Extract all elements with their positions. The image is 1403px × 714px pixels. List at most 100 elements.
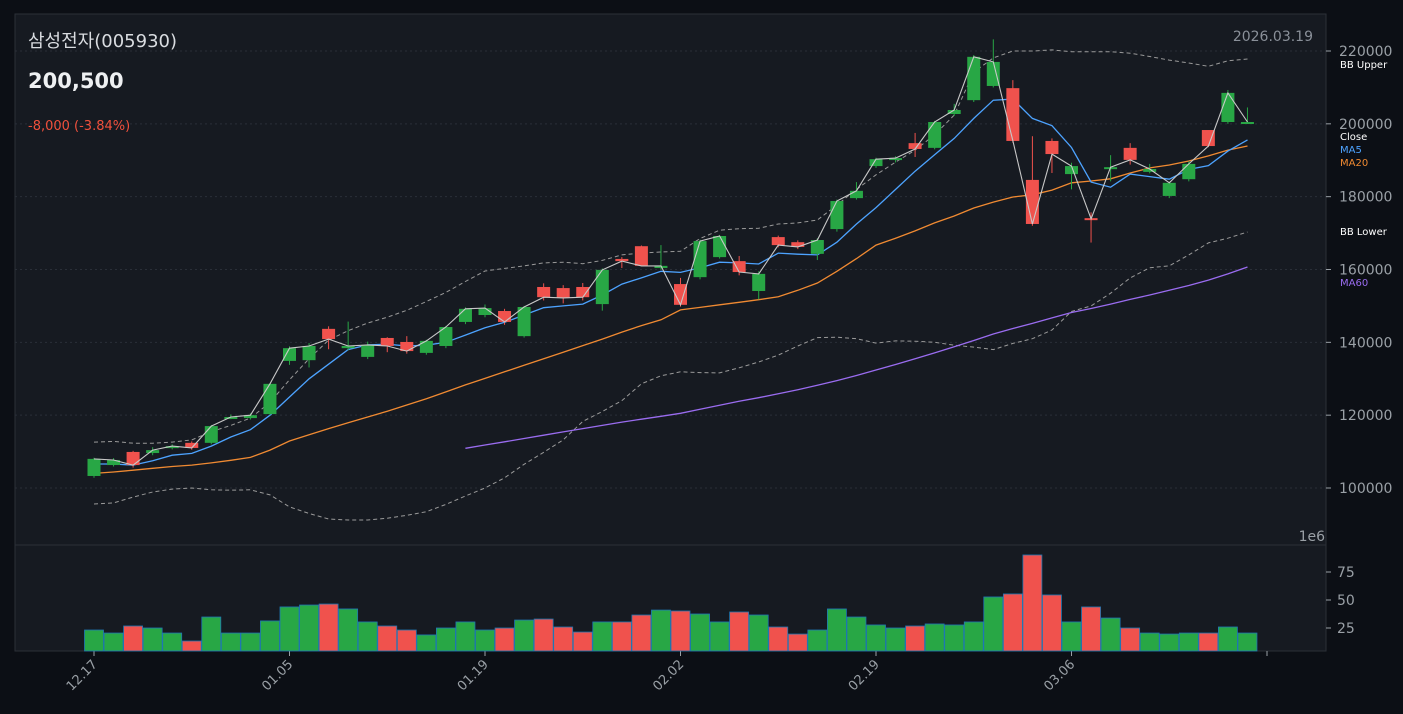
candle-down: [615, 258, 629, 262]
y-tick-label: 220000: [1339, 44, 1392, 60]
volume-bar: [260, 620, 280, 652]
volume-bar: [377, 625, 398, 652]
volume-bar: [455, 621, 476, 652]
candle-up: [595, 269, 609, 305]
legend-label-bb_upper: BB Upper: [1340, 60, 1388, 71]
ma20-line: [93, 145, 1248, 475]
y-tick-label: 140000: [1339, 335, 1392, 351]
volume-y-tick-label: 50: [1337, 593, 1355, 609]
volume-bar: [299, 604, 319, 652]
volume-bar: [866, 624, 886, 652]
candle-up: [517, 307, 531, 337]
bb-upper-line: [93, 49, 1248, 444]
volume-bar: [1218, 626, 1238, 652]
candle-down: [537, 286, 551, 298]
candle-down: [771, 237, 785, 246]
candle-up: [849, 190, 863, 199]
volume-bar: [572, 631, 593, 652]
y-tick-label: 160000: [1339, 263, 1392, 279]
candle-up: [1162, 182, 1176, 196]
y-tick-label: 180000: [1339, 190, 1392, 206]
volume-bar: [748, 614, 769, 652]
candle-up: [204, 426, 218, 443]
volume-bar: [279, 606, 300, 652]
volume-bar: [1139, 632, 1160, 652]
candle-down: [400, 341, 414, 352]
ma5-line: [94, 98, 1248, 466]
volume-bar: [885, 627, 906, 652]
volume-bar: [142, 627, 163, 652]
volume-bar: [181, 640, 202, 652]
volume-bar: [553, 626, 574, 652]
volume-bar: [944, 624, 965, 652]
candle-down: [1045, 140, 1059, 155]
candle-down: [1123, 147, 1137, 160]
volume-bar: [1159, 633, 1180, 652]
candle-up: [752, 273, 766, 291]
volume-bar: [1061, 621, 1082, 652]
legend-label-ma20: MA20: [1340, 158, 1368, 169]
volume-bar: [729, 611, 750, 652]
candle-up: [302, 345, 316, 361]
x-tick-label: 01.19: [455, 657, 492, 694]
volume-bar: [787, 633, 808, 652]
y-tick-label: 200000: [1339, 117, 1392, 133]
candle-up: [947, 109, 961, 115]
candle-up: [869, 159, 883, 167]
volume-y-tick-label: 25: [1337, 621, 1355, 637]
candle-up: [693, 241, 707, 278]
volume-unit-label: 1e6: [1299, 529, 1326, 545]
volume-bar: [1022, 554, 1043, 652]
y-tick-label: 120000: [1339, 408, 1392, 424]
candle-down: [1006, 88, 1020, 141]
volume-bar: [1042, 594, 1062, 652]
volume-bar: [846, 616, 867, 652]
volume-bar: [162, 632, 183, 652]
candle-up: [830, 201, 844, 230]
volume-bar: [670, 610, 691, 652]
volume-bar: [416, 634, 437, 652]
volume-bars: [84, 554, 1258, 652]
candle-up: [439, 327, 453, 346]
price-change: -8,000 (-3.84%): [28, 119, 131, 134]
candle-up: [107, 459, 121, 466]
candle-up: [1065, 166, 1078, 175]
volume-bar: [827, 608, 847, 652]
volume-bar: [357, 621, 378, 652]
candle-up: [341, 345, 355, 349]
x-tick-label: 02.02: [650, 657, 687, 694]
volume-bar: [768, 626, 789, 652]
chart-date: 2026.03.19: [1232, 29, 1313, 45]
y-tick-label: 100000: [1339, 481, 1392, 497]
candle-up: [263, 383, 277, 415]
candle-down: [322, 328, 336, 340]
volume-bar: [103, 632, 124, 652]
volume-bar: [1100, 617, 1121, 652]
volume-bar: [240, 632, 261, 652]
candle-down: [791, 242, 805, 247]
candle-up: [1240, 122, 1254, 125]
x-tick-label: 01.05: [259, 657, 296, 694]
volume-bar: [631, 614, 652, 652]
candle-up: [361, 344, 375, 357]
volume-bar: [807, 629, 828, 652]
price-panel: [14, 13, 1327, 546]
volume-bar: [1120, 627, 1141, 652]
volume-bar: [905, 625, 925, 652]
legend-label-ma5: MA5: [1340, 145, 1362, 156]
candle-down: [380, 337, 394, 346]
candle-down: [185, 442, 199, 448]
candle-up: [889, 158, 903, 161]
stock-title: 삼성전자(005930): [28, 31, 177, 52]
candle-up: [986, 61, 1000, 86]
volume-bar: [220, 632, 241, 652]
candle-down: [908, 143, 922, 149]
candle-up: [810, 240, 824, 254]
volume-bar: [494, 627, 515, 652]
volume-bar: [475, 629, 495, 652]
volume-bar: [1002, 593, 1023, 652]
candle-up: [478, 308, 492, 316]
candle-down: [1201, 130, 1215, 147]
candle-up: [1182, 163, 1196, 180]
x-tick-label: 02.19: [846, 657, 883, 694]
